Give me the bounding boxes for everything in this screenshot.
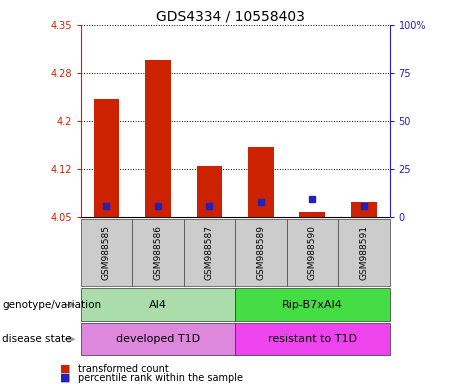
Text: GSM988585: GSM988585: [102, 225, 111, 280]
Text: GSM988590: GSM988590: [308, 225, 317, 280]
Text: Rip-B7xAI4: Rip-B7xAI4: [282, 300, 343, 310]
Bar: [94, 99, 119, 217]
Bar: [300, 212, 325, 217]
Bar: [351, 202, 377, 217]
Text: resistant to T1D: resistant to T1D: [268, 334, 357, 344]
Text: disease state: disease state: [2, 334, 72, 344]
Text: GSM988586: GSM988586: [154, 225, 162, 280]
Text: GSM988587: GSM988587: [205, 225, 214, 280]
Text: GSM988591: GSM988591: [359, 225, 368, 280]
Text: GSM988589: GSM988589: [256, 225, 266, 280]
Text: percentile rank within the sample: percentile rank within the sample: [78, 373, 243, 383]
Bar: [248, 147, 274, 217]
Text: transformed count: transformed count: [78, 364, 169, 374]
Bar: [196, 166, 222, 217]
Text: ■: ■: [60, 373, 71, 383]
Text: AI4: AI4: [149, 300, 167, 310]
Text: developed T1D: developed T1D: [116, 334, 200, 344]
Text: genotype/variation: genotype/variation: [2, 300, 101, 310]
Text: ■: ■: [60, 364, 71, 374]
Bar: [145, 60, 171, 217]
Text: GDS4334 / 10558403: GDS4334 / 10558403: [156, 10, 305, 23]
